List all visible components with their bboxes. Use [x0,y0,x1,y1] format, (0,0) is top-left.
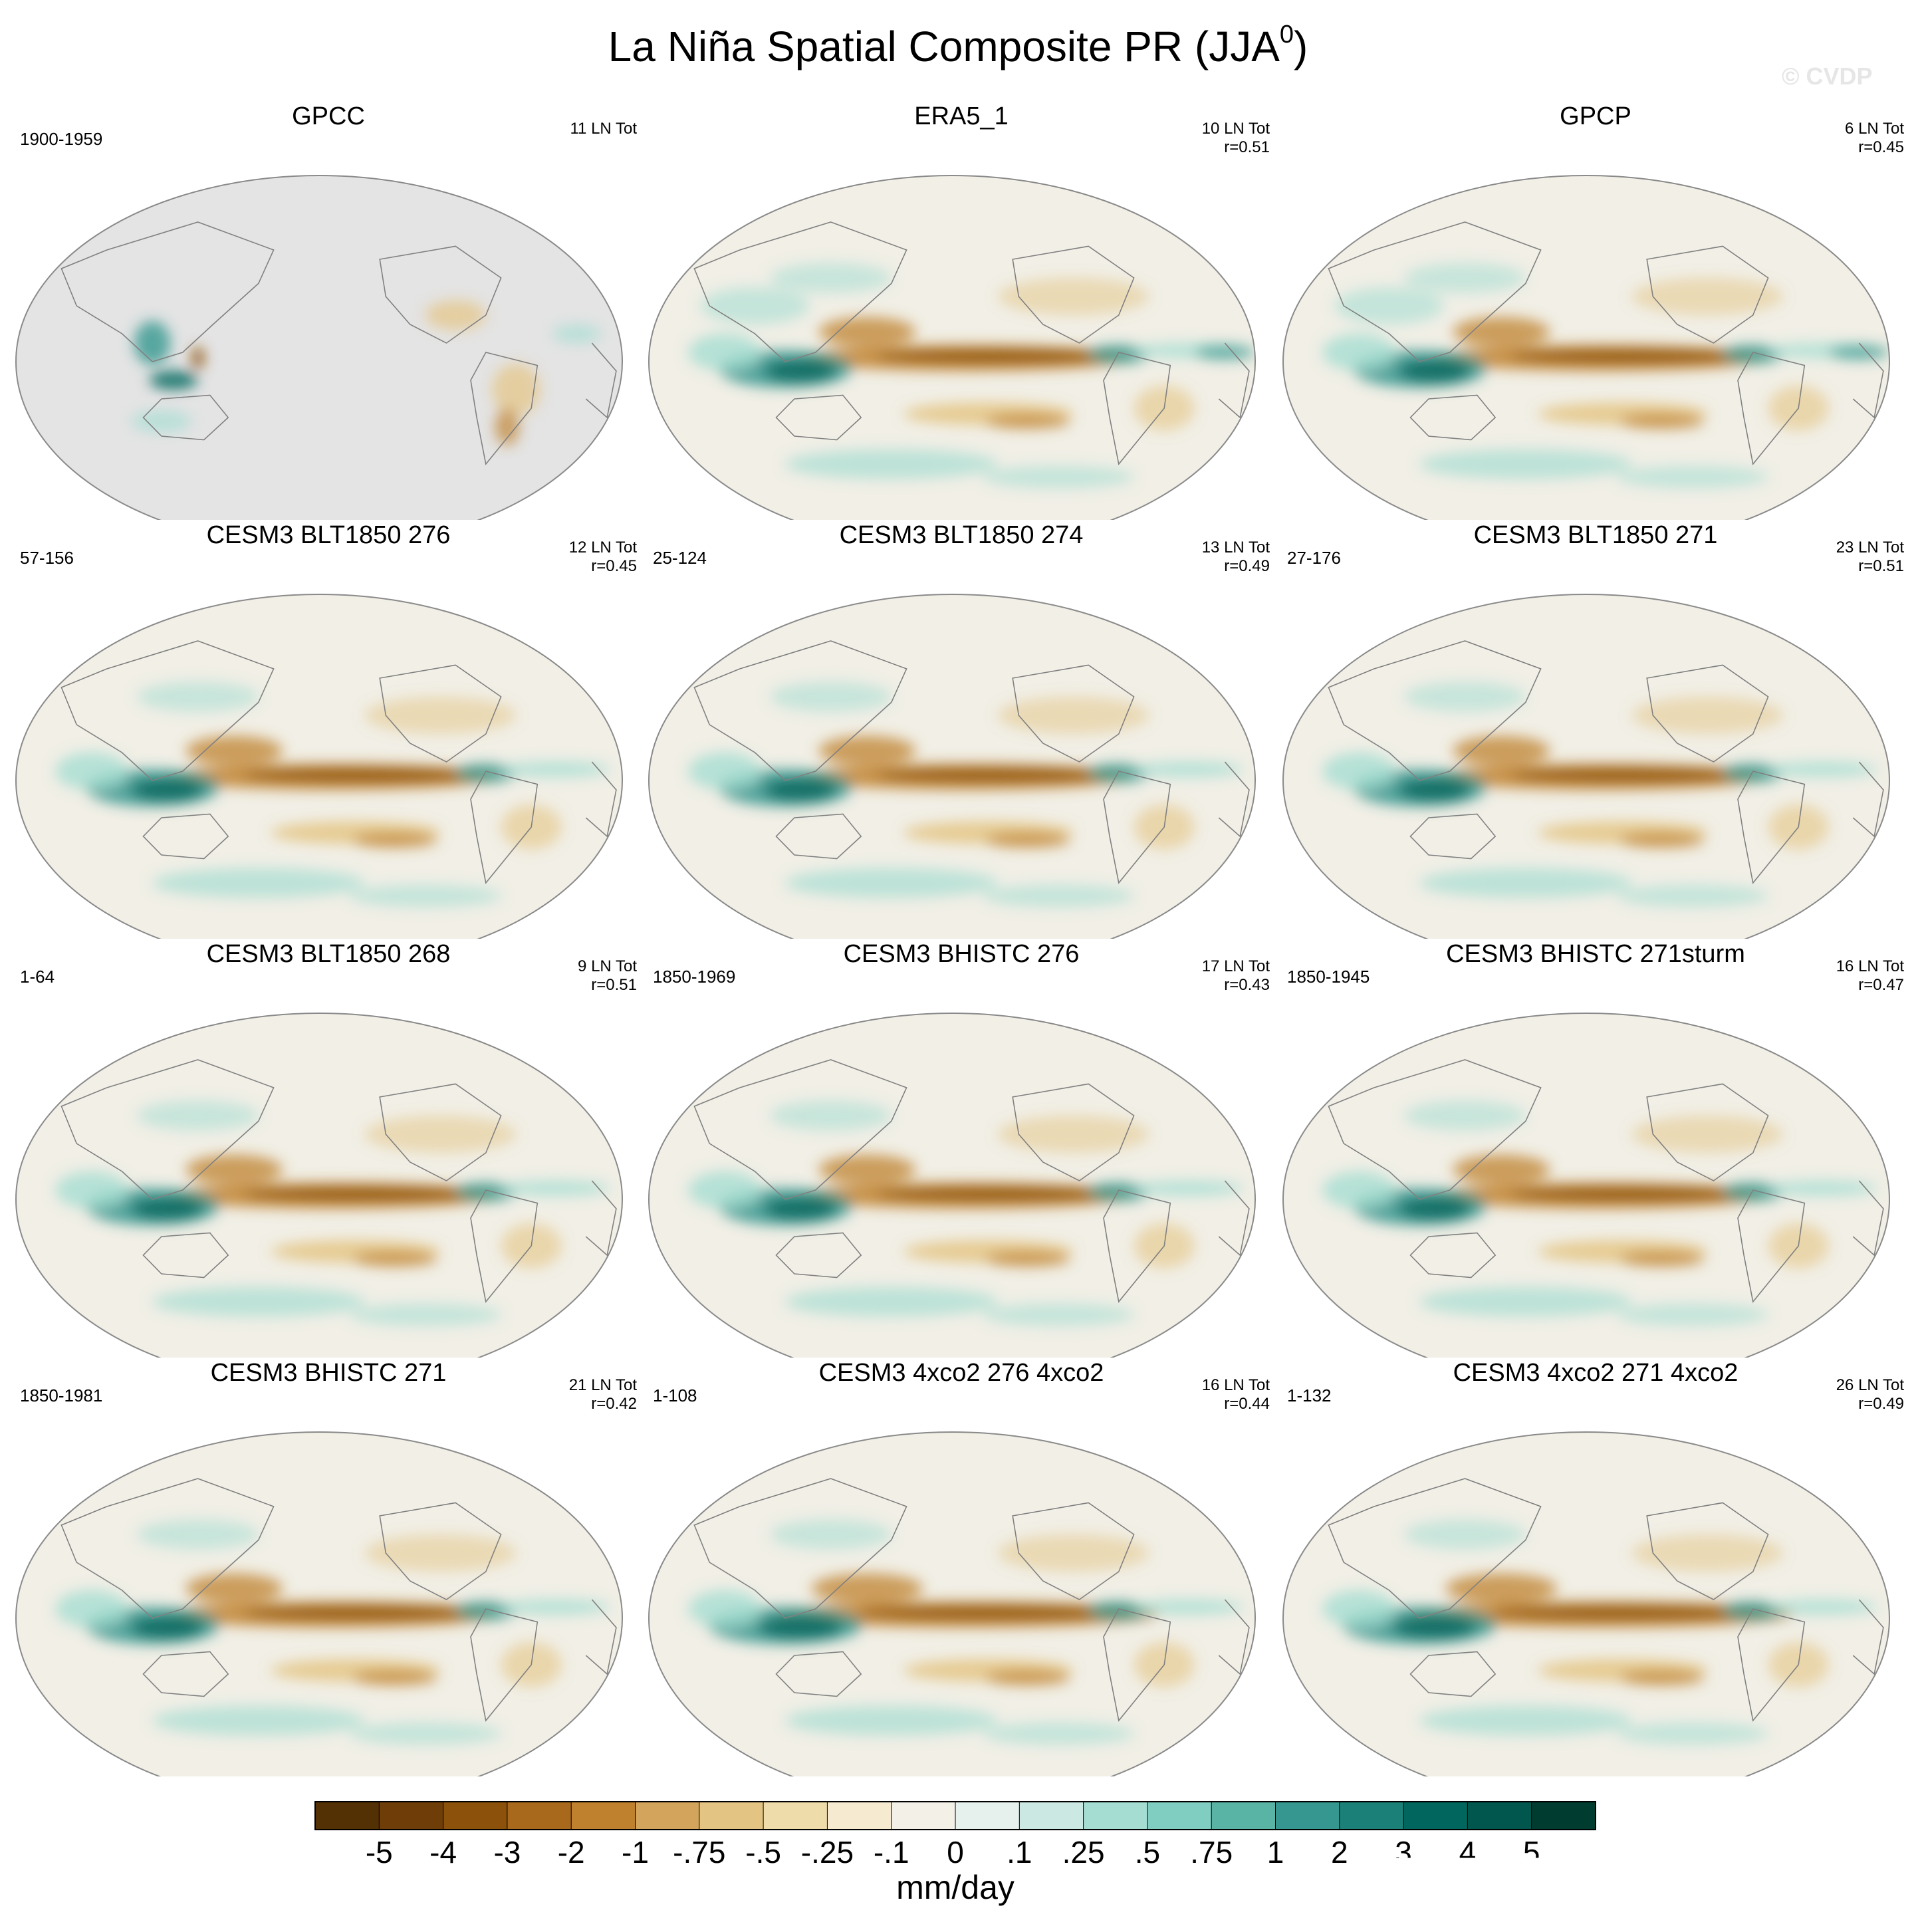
colorbar-tick-label: -.1 [874,1835,909,1870]
colorbar: -5 -4 -3 -2 -1 -.75 -.5 -.25 -.1 0 .1 .25 .5 .75 1 2 3 4 5… [0,0,1916,1932]
colorbar-swatch [1403,1802,1468,1830]
colorbar-tick-label: -.5 [745,1835,781,1870]
colorbar-tick-label: .1 [1007,1835,1032,1870]
colorbar-tick-label: 5 [1523,1835,1540,1870]
colorbar-swatch [1211,1802,1276,1830]
colorbar-tick-label: 3 [1395,1835,1412,1870]
colorbar-tick-label: 1 [1267,1835,1284,1870]
colorbar-units: mm/day [896,1869,1015,1906]
colorbar-tick-label: -.25 [801,1835,854,1870]
colorbar-swatch [827,1802,892,1830]
colorbar-swatch [892,1802,956,1830]
colorbar-swatch [1084,1802,1148,1830]
colorbar-tick-label: -.75 [673,1835,725,1870]
colorbar-swatch [1019,1802,1084,1830]
colorbar-tick-label: -5 [366,1835,393,1870]
colorbar-swatch [1467,1802,1532,1830]
colorbar-swatch [315,1802,380,1830]
colorbar-swatch [1532,1802,1596,1830]
colorbar-swatch [507,1802,572,1830]
colorbar-tick-label: .5 [1135,1835,1160,1870]
colorbar-swatch [1147,1802,1212,1830]
colorbar-tick-label: -4 [429,1835,457,1870]
colorbar-swatch [379,1802,443,1830]
colorbar-tick-label: -1 [622,1835,649,1870]
colorbar-tick-label: 2 [1331,1835,1348,1870]
colorbar-swatch [1340,1802,1404,1830]
colorbar-tick-label: .75 [1190,1835,1233,1870]
colorbar-tick-label: 0 [947,1835,964,1870]
colorbar-swatch [636,1802,700,1830]
colorbar-tick-label: 4 [1459,1835,1477,1870]
colorbar-swatch [955,1802,1020,1830]
colorbar-swatch [699,1802,764,1830]
colorbar-swatch [763,1802,828,1830]
colorbar-swatch [1276,1802,1340,1830]
colorbar-swatch [571,1802,636,1830]
colorbar-swatch [443,1802,508,1830]
colorbar-tick-label: .25 [1062,1835,1105,1870]
colorbar-tick-label: -2 [558,1835,585,1870]
colorbar-tick-label: -3 [493,1835,521,1870]
